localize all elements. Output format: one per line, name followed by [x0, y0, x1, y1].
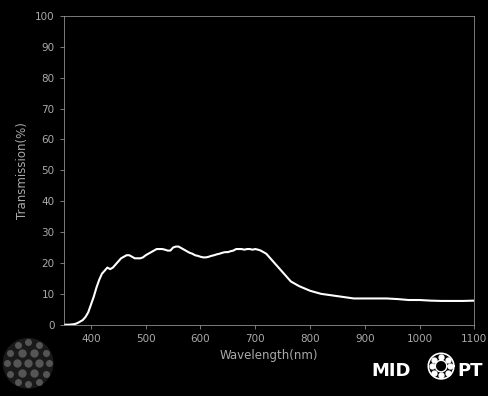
Circle shape [3, 339, 53, 388]
X-axis label: Wavelength(nm): Wavelength(nm) [219, 349, 318, 362]
Y-axis label: Transmission(%): Transmission(%) [16, 122, 29, 219]
Text: MID: MID [371, 362, 410, 380]
Text: PT: PT [456, 362, 482, 380]
